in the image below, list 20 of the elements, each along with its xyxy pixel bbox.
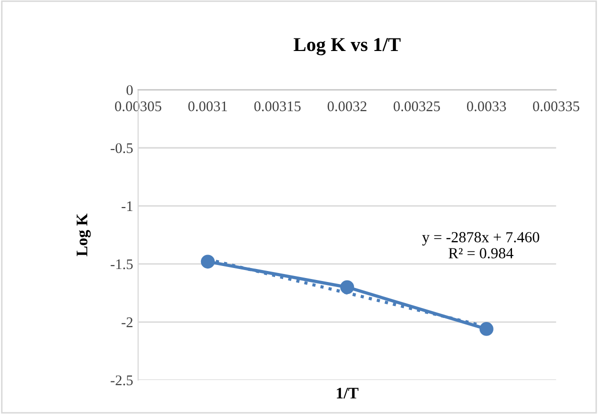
y-tick-label: -1 bbox=[122, 201, 132, 211]
chart-title: Log K vs 1/T bbox=[294, 38, 401, 56]
x-tick-label: 0.00305 bbox=[114, 101, 162, 112]
point bbox=[340, 280, 354, 294]
y-axis-title: Log K bbox=[76, 214, 91, 256]
x-tick-label: 0.0031 bbox=[188, 101, 227, 112]
y-tick-label: -2.5 bbox=[110, 375, 133, 386]
y-tick-label: 0 bbox=[126, 85, 133, 96]
y-tick-label: -0.5 bbox=[110, 143, 133, 154]
point bbox=[200, 254, 215, 269]
annotation: y = -2878x + 7.460 R² = 0.984 bbox=[422, 232, 540, 258]
x-tick-label: 0.00325 bbox=[394, 101, 440, 112]
point bbox=[480, 322, 494, 336]
x-tick-label: 0.0032 bbox=[328, 101, 366, 112]
y-tick-label: -2 bbox=[122, 317, 132, 328]
x-tick-label: 0.00315 bbox=[254, 101, 301, 112]
x-tick-label: 0.0033 bbox=[466, 101, 506, 112]
x-axis-title: 1/T bbox=[336, 388, 358, 399]
x-tick-label: 0.00335 bbox=[533, 101, 580, 112]
y-tick-label: -1.5 bbox=[110, 259, 133, 270]
